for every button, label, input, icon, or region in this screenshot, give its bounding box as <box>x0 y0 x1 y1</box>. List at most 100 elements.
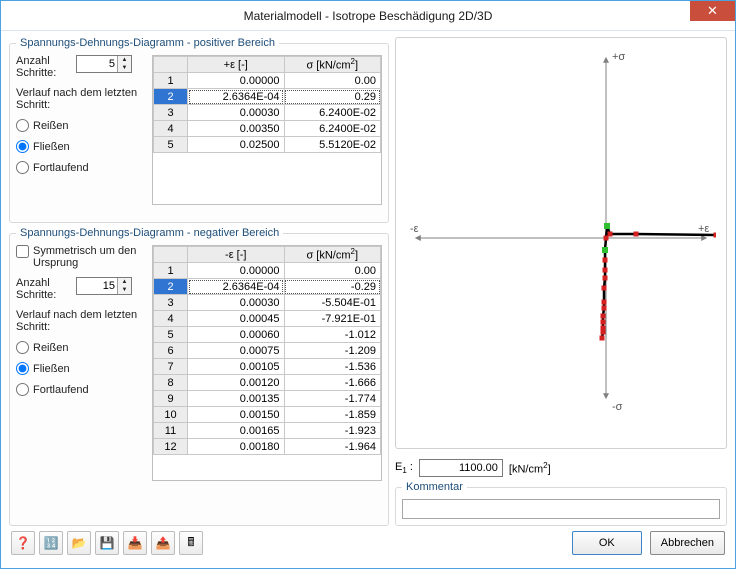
cell-sig[interactable]: -1.012 <box>284 327 381 343</box>
row-index: 10 <box>154 407 188 423</box>
cell-sig[interactable]: -1.964 <box>284 439 381 455</box>
cell-eps[interactable]: 2.6364E-04 <box>188 279 285 295</box>
row-index: 2 <box>154 89 188 105</box>
neg-sym-check[interactable]: Symmetrisch um den Ursprung <box>16 245 146 269</box>
cell-sig[interactable]: -1.536 <box>284 359 381 375</box>
table-row[interactable]: 22.6364E-040.29 <box>154 89 381 105</box>
ok-button[interactable]: OK <box>572 531 642 555</box>
neg-opt-reissen[interactable]: Reißen <box>16 341 146 354</box>
cell-sig[interactable]: -0.29 <box>284 279 381 295</box>
cell-sig[interactable]: 0.29 <box>284 89 381 105</box>
table-row[interactable]: 70.00105-1.536 <box>154 359 381 375</box>
pos-opt-fortlaufend[interactable]: Fortlaufend <box>16 161 146 174</box>
pos-table: +ε [-] σ [kN/cm2] 10.000000.0022.6364E-0… <box>153 56 381 153</box>
svg-text:+ε: +ε <box>698 223 709 235</box>
table-row[interactable]: 60.00075-1.209 <box>154 343 381 359</box>
cell-eps[interactable]: 0.00180 <box>188 439 285 455</box>
cell-sig[interactable]: 0.00 <box>284 73 381 89</box>
neg-steps-input[interactable] <box>77 278 117 294</box>
cell-eps[interactable]: 0.00000 <box>188 263 285 279</box>
pos-steps-spinner[interactable]: ▲▼ <box>76 55 132 73</box>
cell-sig[interactable]: -7.921E-01 <box>284 311 381 327</box>
dialog-window: Materialmodell - Isotrope Beschädigung 2… <box>0 0 736 569</box>
table-row[interactable]: 30.000306.2400E-02 <box>154 105 381 121</box>
close-button[interactable]: ✕ <box>690 1 735 21</box>
cell-sig[interactable]: 6.2400E-02 <box>284 121 381 137</box>
cell-eps[interactable]: 0.00030 <box>188 295 285 311</box>
pos-col-idx <box>154 57 188 73</box>
e1-input[interactable] <box>419 459 503 477</box>
cell-sig[interactable]: -1.774 <box>284 391 381 407</box>
cell-eps[interactable]: 0.00350 <box>188 121 285 137</box>
table-row[interactable]: 10.000000.00 <box>154 73 381 89</box>
neg-opt-fliessen[interactable]: Fließen <box>16 362 146 375</box>
row-index: 12 <box>154 439 188 455</box>
save-icon[interactable]: 💾 <box>95 531 119 555</box>
num-icon[interactable]: 🔢 <box>39 531 63 555</box>
spin-down-icon[interactable]: ▼ <box>118 286 131 294</box>
cell-sig[interactable]: 6.2400E-02 <box>284 105 381 121</box>
cancel-button[interactable]: Abbrechen <box>650 531 725 555</box>
neg-opt-fortlaufend[interactable]: Fortlaufend <box>16 383 146 396</box>
cell-eps[interactable]: 0.00060 <box>188 327 285 343</box>
cell-sig[interactable]: -1.209 <box>284 343 381 359</box>
cell-eps[interactable]: 0.00030 <box>188 105 285 121</box>
table-row[interactable]: 30.00030-5.504E-01 <box>154 295 381 311</box>
cell-eps[interactable]: 0.00075 <box>188 343 285 359</box>
row-index: 4 <box>154 121 188 137</box>
cell-sig[interactable]: -1.666 <box>284 375 381 391</box>
row-index: 5 <box>154 327 188 343</box>
row-index: 3 <box>154 105 188 121</box>
cell-sig[interactable]: -5.504E-01 <box>284 295 381 311</box>
table-row[interactable]: 40.00045-7.921E-01 <box>154 311 381 327</box>
help-icon[interactable]: ❓ <box>11 531 35 555</box>
table-row[interactable]: 100.00150-1.859 <box>154 407 381 423</box>
row-index: 9 <box>154 391 188 407</box>
table-row[interactable]: 50.00060-1.012 <box>154 327 381 343</box>
neg-col-idx <box>154 247 188 263</box>
spin-down-icon[interactable]: ▼ <box>118 64 131 72</box>
cell-sig[interactable]: 5.5120E-02 <box>284 137 381 153</box>
cell-eps[interactable]: 0.00120 <box>188 375 285 391</box>
row-index: 6 <box>154 343 188 359</box>
xls-in-icon[interactable]: 📥 <box>123 531 147 555</box>
cell-eps[interactable]: 0.00135 <box>188 391 285 407</box>
pos-anzahl-label: Anzahl Schritte: <box>16 55 72 79</box>
cell-eps[interactable]: 0.00165 <box>188 423 285 439</box>
neg-steps-spinner[interactable]: ▲▼ <box>76 277 132 295</box>
cell-eps[interactable]: 0.02500 <box>188 137 285 153</box>
spin-up-icon[interactable]: ▲ <box>118 56 131 64</box>
table-row[interactable]: 120.00180-1.964 <box>154 439 381 455</box>
cell-sig[interactable]: -1.923 <box>284 423 381 439</box>
row-index: 5 <box>154 137 188 153</box>
pos-table-wrap[interactable]: +ε [-] σ [kN/cm2] 10.000000.0022.6364E-0… <box>152 55 382 205</box>
table-row[interactable]: 10.000000.00 <box>154 263 381 279</box>
cell-eps[interactable]: 2.6364E-04 <box>188 89 285 105</box>
table-row[interactable]: 110.00165-1.923 <box>154 423 381 439</box>
table-row[interactable]: 90.00135-1.774 <box>154 391 381 407</box>
comment-input[interactable] <box>402 499 720 519</box>
row-index: 4 <box>154 311 188 327</box>
pos-opt-reissen[interactable]: Reißen <box>16 119 146 132</box>
pos-opt-fliessen[interactable]: Fließen <box>16 140 146 153</box>
neg-table-wrap[interactable]: -ε [-] σ [kN/cm2] 10.000000.0022.6364E-0… <box>152 245 382 481</box>
cell-sig[interactable]: -1.859 <box>284 407 381 423</box>
cell-eps[interactable]: 0.00045 <box>188 311 285 327</box>
cell-eps[interactable]: 0.00000 <box>188 73 285 89</box>
pos-steps-input[interactable] <box>77 56 117 72</box>
cell-sig[interactable]: 0.00 <box>284 263 381 279</box>
table-row[interactable]: 22.6364E-04-0.29 <box>154 279 381 295</box>
cell-eps[interactable]: 0.00150 <box>188 407 285 423</box>
table-row[interactable]: 50.025005.5120E-02 <box>154 137 381 153</box>
calc-icon[interactable]: 🖩 <box>179 531 203 555</box>
open-icon[interactable]: 📂 <box>67 531 91 555</box>
row-index: 2 <box>154 279 188 295</box>
table-row[interactable]: 40.003506.2400E-02 <box>154 121 381 137</box>
e1-unit: [kN/cm2] <box>509 461 551 476</box>
table-row[interactable]: 80.00120-1.666 <box>154 375 381 391</box>
cell-eps[interactable]: 0.00105 <box>188 359 285 375</box>
negative-group: Spannungs-Dehnungs-Diagramm - negativer … <box>9 227 389 526</box>
spin-up-icon[interactable]: ▲ <box>118 278 131 286</box>
xls-out-icon[interactable]: 📤 <box>151 531 175 555</box>
row-index: 1 <box>154 73 188 89</box>
